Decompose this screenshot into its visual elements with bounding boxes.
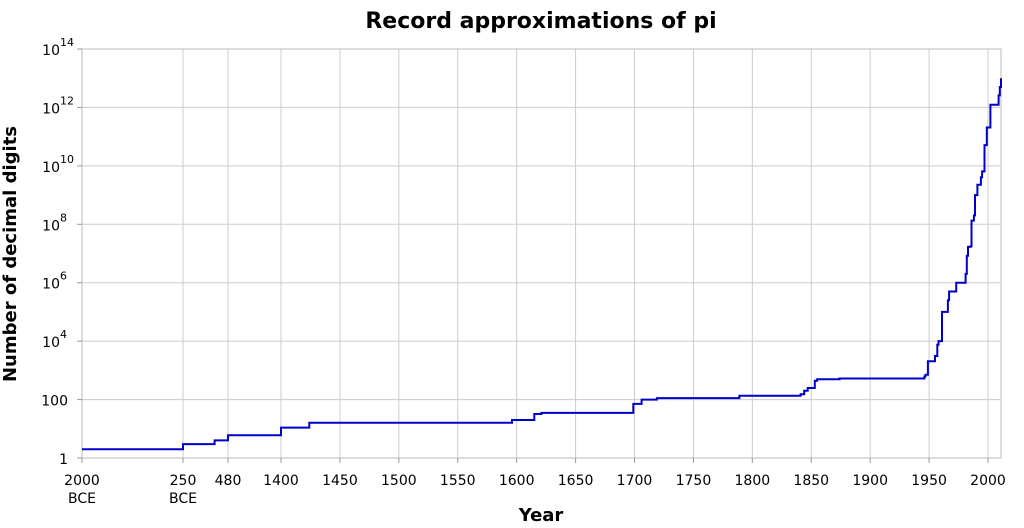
x-tick-label: 1850 — [793, 473, 829, 489]
chart-title: Record approximations of pi — [365, 9, 716, 34]
x-tick-label: 250 — [170, 473, 197, 489]
x-tick-label: 2000 — [64, 473, 100, 489]
y-tick-label: 1 — [59, 452, 68, 468]
x-tick-label: 1950 — [911, 473, 947, 489]
grid — [81, 48, 1001, 459]
y-tick-label: 10 — [42, 335, 60, 351]
y-tick-exponent: 10 — [60, 153, 74, 166]
y-tick-label: 10 — [42, 101, 60, 117]
x-tick-label: 1600 — [499, 473, 535, 489]
x-tick-label: 1750 — [676, 473, 712, 489]
y-tick-exponent: 4 — [60, 328, 67, 341]
y-tick-exponent: 6 — [60, 270, 67, 283]
x-axis-label: Year — [518, 505, 564, 526]
x-tick-label: 1500 — [381, 473, 417, 489]
y-axis-label: Number of decimal digits — [0, 126, 21, 382]
y-tick-label: 10 — [42, 43, 60, 59]
x-tick-label: 1700 — [617, 473, 653, 489]
x-tick-sublabel: BCE — [169, 491, 197, 507]
plot-frame — [81, 48, 1002, 459]
y-tick-exponent: 8 — [60, 211, 67, 224]
x-tick-label: 1400 — [263, 473, 299, 489]
x-tick-sublabel: BCE — [68, 491, 96, 507]
x-tick-label: 1550 — [440, 473, 476, 489]
x-tick-label: 480 — [215, 473, 242, 489]
y-tick-exponent: 12 — [60, 94, 74, 107]
y-tick-label: 100 — [41, 394, 68, 410]
x-tick-label: 2000 — [970, 473, 1006, 489]
x-tick-label: 1450 — [322, 473, 358, 489]
y-tick-label: 10 — [42, 277, 60, 293]
y-tick-label: 10 — [42, 218, 60, 234]
y-tick-label: 10 — [42, 160, 60, 176]
x-ticks: 2000 BCE 250 BCE 480 1400 1450 1500 1550 1600 1650… — [64, 458, 1006, 507]
series-line — [82, 78, 1002, 451]
y-tick-exponent: 14 — [60, 36, 74, 49]
x-tick-label: 1900 — [852, 473, 888, 489]
x-tick-label: 1800 — [735, 473, 771, 489]
x-tick-label: 1650 — [558, 473, 594, 489]
